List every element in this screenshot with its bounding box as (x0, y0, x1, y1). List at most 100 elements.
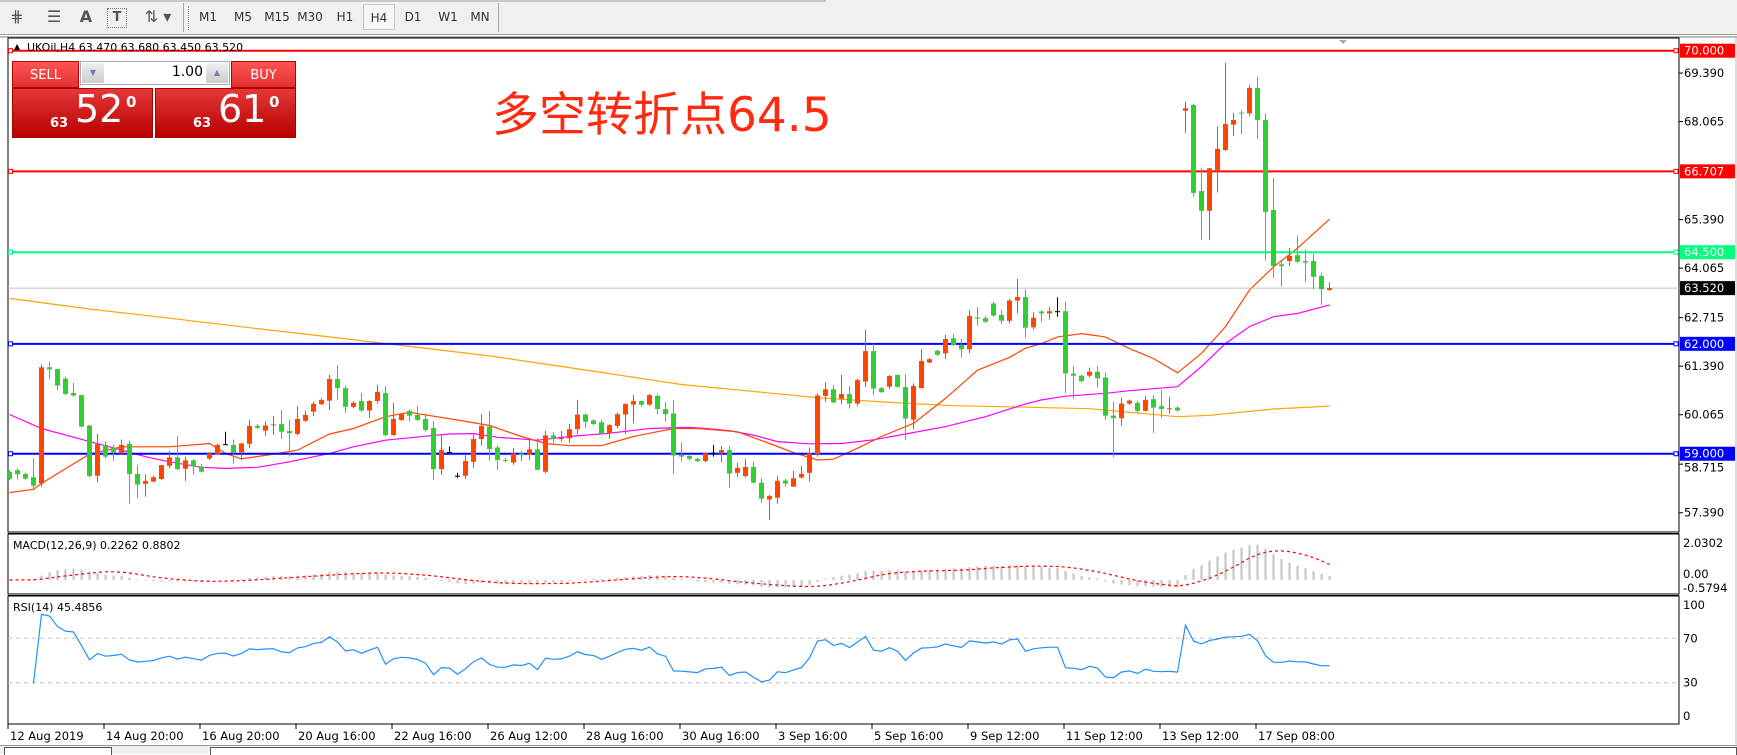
level-handle-right[interactable] (1673, 249, 1679, 255)
timeframe-h1[interactable]: H1 (336, 10, 354, 24)
candle-body (1071, 373, 1076, 376)
candle-body (183, 460, 188, 469)
candle-body (983, 318, 988, 322)
level-handle-right[interactable] (1673, 48, 1679, 54)
candle-body (791, 478, 796, 487)
sell-price-fraction: 0 (126, 93, 137, 111)
buy-button[interactable]: BUY (231, 61, 296, 88)
candle-body (279, 424, 284, 432)
level-handle-right[interactable] (1673, 168, 1679, 174)
timeframe-m15[interactable]: M15 (264, 10, 290, 24)
level-handle-left[interactable] (8, 168, 13, 174)
candle-body (31, 477, 36, 486)
candle-body (415, 414, 420, 421)
level-price-label: 70.000 (1684, 44, 1724, 58)
timeframe-m5[interactable]: M5 (234, 10, 252, 24)
buy-price-button[interactable]: 63 61 0 (155, 87, 296, 138)
timeframe-h4[interactable]: H4 (363, 4, 395, 30)
chart-annotation-text[interactable]: 多空转折点64.5 (492, 88, 832, 143)
sell-price-pips: 52 (75, 87, 124, 131)
candle-body (751, 466, 756, 483)
lot-increase-icon[interactable]: ▲ (206, 63, 228, 83)
toolbar-grip[interactable] (188, 6, 191, 30)
rsi-label: RSI(14) 45.4856 (13, 601, 102, 614)
chart-tab[interactable] (210, 747, 1737, 755)
lot-size-value[interactable]: 1.00 (171, 64, 203, 80)
timeframe-d1[interactable]: D1 (404, 10, 422, 24)
candle-body (1119, 403, 1124, 419)
level-handle-right[interactable] (1673, 341, 1679, 347)
candle-body (207, 453, 212, 459)
timeframe-m30[interactable]: M30 (297, 10, 323, 24)
candle-body (839, 394, 844, 399)
candle-body (1191, 104, 1196, 193)
candle-body (871, 351, 876, 389)
candle-body (1015, 296, 1020, 301)
text-label-icon[interactable]: T (107, 8, 127, 28)
candle-body (455, 475, 460, 477)
candle-body (671, 413, 676, 456)
rsi-axis-label: 0 (1683, 709, 1690, 723)
rsi-axis-label: 70 (1683, 631, 1698, 645)
candle-body (807, 453, 812, 473)
fibonacci-fan-icon[interactable]: ☰ (46, 7, 61, 26)
candle-body (1271, 210, 1276, 267)
candle-body (735, 468, 740, 473)
rsi-panel (7, 595, 1680, 725)
arrows-dropdown-icon[interactable]: ⇅ ▾ (144, 7, 172, 26)
candle-body (119, 444, 124, 454)
sell-button[interactable]: SELL (12, 61, 79, 88)
candle-body (335, 378, 340, 389)
level-price-label: 66.707 (1684, 164, 1724, 178)
candle-body (1023, 296, 1028, 328)
macd-axis-min: -0.5794 (1683, 581, 1727, 595)
candle-body (151, 477, 156, 482)
candle-body (87, 425, 92, 477)
fibonacci-expansion-icon[interactable]: ⋕ (10, 7, 24, 26)
candle-body (695, 458, 700, 462)
candle-body (311, 403, 316, 412)
candle-body (327, 378, 332, 401)
price-tick-label: 61.390 (1684, 359, 1724, 373)
level-handle-right[interactable] (1673, 451, 1679, 457)
timeframe-m1[interactable]: M1 (199, 10, 217, 24)
candle-body (543, 435, 548, 472)
collapse-triangle-icon[interactable]: ▲ (14, 42, 21, 51)
rsi-axis-label: 30 (1683, 676, 1698, 690)
candle-body (463, 461, 468, 476)
candle-body (1207, 168, 1212, 211)
level-handle-left[interactable] (8, 249, 13, 255)
candle-body (1047, 311, 1052, 314)
chart-tab[interactable] (4, 747, 112, 755)
level-price-badge (1680, 336, 1735, 351)
sell-price-button[interactable]: 63 52 0 (12, 87, 153, 138)
price-tick-label: 62.715 (1684, 311, 1724, 325)
level-price-label: 59.000 (1684, 447, 1724, 461)
level-handle-left[interactable] (8, 341, 13, 347)
candle-body (847, 394, 852, 404)
lot-decrease-icon[interactable]: ▼ (82, 63, 104, 83)
candle-body (423, 418, 428, 430)
candle-body (967, 315, 972, 350)
candle-body (343, 388, 348, 407)
price-tick-label: 64.065 (1684, 261, 1724, 275)
lot-size-input[interactable]: ▼ 1.00 ▲ (80, 61, 230, 85)
level-price-badge (1680, 164, 1735, 179)
text-icon[interactable]: A (79, 7, 93, 26)
candle-body (815, 395, 820, 455)
timeframe-mn[interactable]: MN (470, 10, 490, 24)
candle-body (287, 431, 292, 434)
candle-body (255, 425, 260, 428)
candle-body (1247, 88, 1252, 114)
candle-body (103, 444, 108, 457)
candle-body (199, 466, 204, 472)
candle-body (895, 374, 900, 388)
candle-body (1215, 148, 1220, 171)
time-tick-label: 3 Sep 16:00 (778, 729, 847, 743)
candle-body (319, 399, 324, 405)
time-tick-label: 16 Aug 20:00 (202, 729, 280, 743)
level-handle-left[interactable] (8, 451, 13, 457)
candle-body (663, 409, 668, 415)
level-handle-left[interactable] (8, 48, 13, 54)
timeframe-w1[interactable]: W1 (438, 10, 458, 24)
